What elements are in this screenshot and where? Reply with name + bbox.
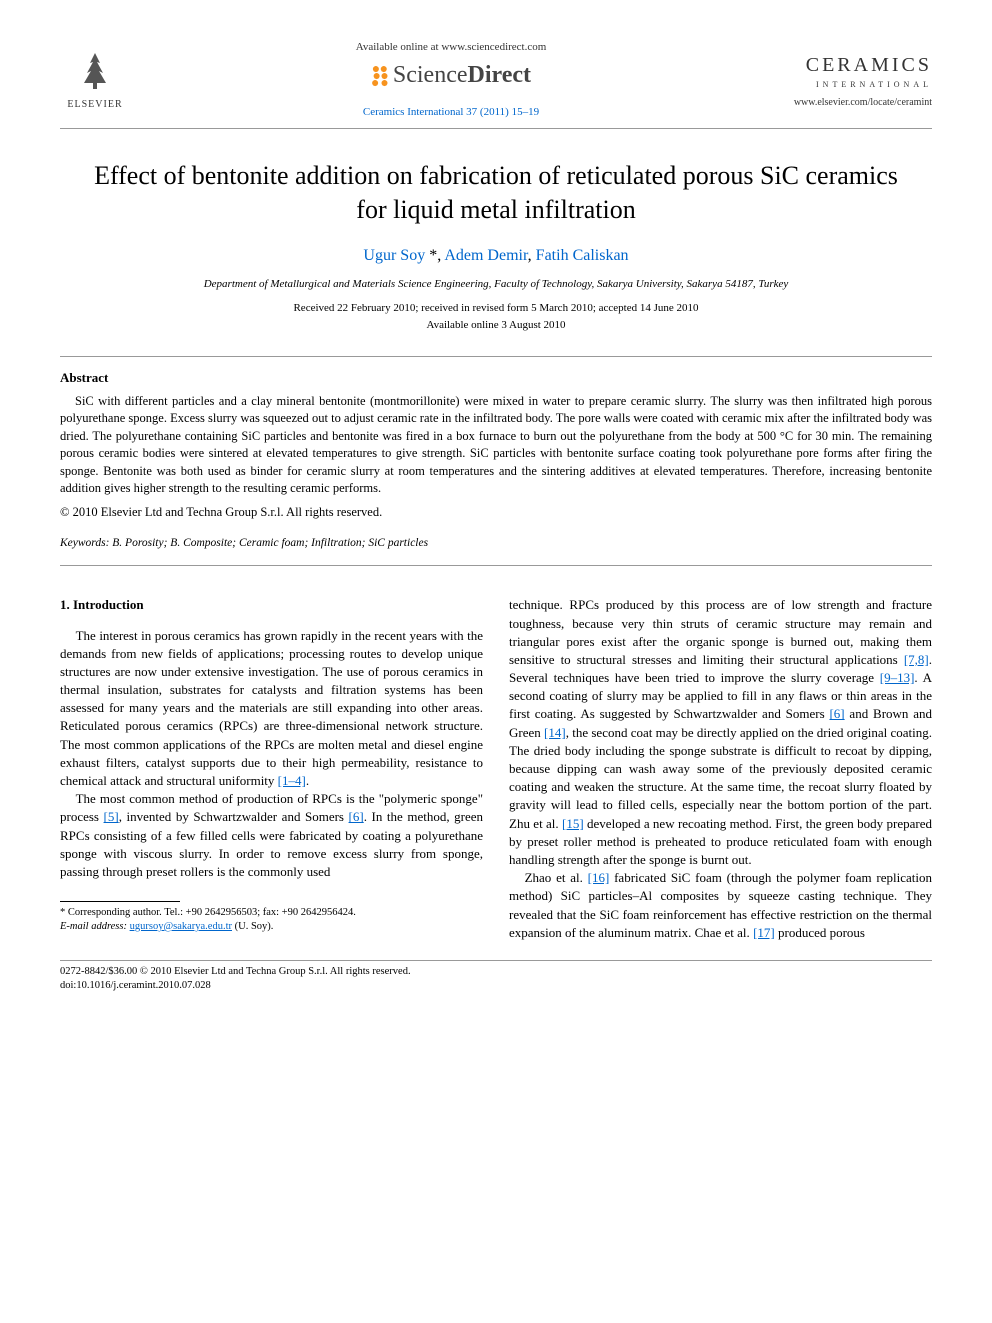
citation-link[interactable]: [15] [562, 816, 584, 831]
section-title: Introduction [73, 597, 144, 612]
intro-para-2-cont: technique. RPCs produced by this process… [509, 596, 932, 869]
email-who: (U. Soy). [235, 921, 274, 932]
locate-url: www.elsevier.com/locate/ceramint [772, 96, 932, 110]
corresponding-footnote: * Corresponding author. Tel.: +90 264295… [60, 906, 483, 933]
citation-link[interactable]: [16] [588, 870, 610, 885]
author-link-1[interactable]: Ugur Soy [363, 247, 425, 264]
keywords-rule [60, 565, 932, 566]
citation-link[interactable]: [7,8] [904, 652, 929, 667]
author-link-3[interactable]: Fatih Caliskan [536, 247, 629, 264]
keywords-line: Keywords: B. Porosity; B. Composite; Cer… [60, 535, 932, 551]
journal-citation: Ceramics International 37 (2011) 15–19 [130, 105, 772, 120]
article-title: Effect of bentonite addition on fabricat… [90, 159, 902, 227]
footer-doi: doi:10.1016/j.ceramint.2010.07.028 [60, 979, 932, 993]
section-heading-intro: 1. Introduction [60, 596, 483, 614]
sd-dots-icon: ● ● ● ●● ● [371, 66, 387, 87]
footer-rule [60, 960, 932, 961]
abstract-heading: Abstract [60, 369, 932, 387]
elsevier-tree-icon [60, 49, 130, 98]
column-right: technique. RPCs produced by this process… [509, 596, 932, 942]
citation-link[interactable]: [6] [349, 809, 364, 824]
corresponding-mark: * [429, 247, 437, 264]
para-text: , invented by Schwartzwalder and Somers [119, 809, 349, 824]
affiliation: Department of Metallurgical and Material… [60, 277, 932, 292]
author-link-2[interactable]: Adem Demir [444, 247, 527, 264]
para-text: . [306, 773, 309, 788]
elsevier-logo: ELSEVIER [60, 49, 130, 112]
keywords-text: B. Porosity; B. Composite; Ceramic foam;… [112, 537, 428, 549]
citation-link[interactable]: [17] [753, 925, 775, 940]
footer-copyright: 0272-8842/$36.00 © 2010 Elsevier Ltd and… [60, 965, 932, 979]
sd-text-first: Science [393, 62, 468, 88]
header-rule [60, 128, 932, 129]
article-dates-received: Received 22 February 2010; received in r… [60, 301, 932, 316]
column-left: 1. Introduction The interest in porous c… [60, 596, 483, 942]
authors-line: Ugur Soy *, Adem Demir, Fatih Caliskan [60, 245, 932, 267]
abstract-top-rule [60, 356, 932, 357]
body-columns: 1. Introduction The interest in porous c… [60, 596, 932, 942]
center-header: Available online at www.sciencedirect.co… [130, 40, 772, 120]
abstract-copyright: © 2010 Elsevier Ltd and Techna Group S.r… [60, 504, 932, 522]
citation-link[interactable]: [14] [544, 725, 566, 740]
page-header: ELSEVIER Available online at www.science… [60, 40, 932, 120]
para-text: The interest in porous ceramics has grow… [60, 628, 483, 789]
footnote-corr-line: * Corresponding author. Tel.: +90 264295… [60, 906, 483, 920]
sciencedirect-logo: ● ● ● ●● ● ScienceDirect [371, 59, 531, 93]
para-text: Zhao et al. [525, 870, 588, 885]
intro-para-1: The interest in porous ceramics has grow… [60, 627, 483, 791]
sd-text-second: Direct [468, 62, 532, 88]
para-text: produced porous [775, 925, 865, 940]
citation-link[interactable]: [5] [104, 809, 119, 824]
journal-logo-title: CERAMICS [772, 51, 932, 79]
journal-citation-link[interactable]: Ceramics International 37 (2011) 15–19 [363, 106, 539, 118]
journal-logo: CERAMICS INTERNATIONAL www.elsevier.com/… [772, 51, 932, 110]
keywords-label: Keywords: [60, 537, 109, 549]
footnote-email-line: E-mail address: ugursoy@sakarya.edu.tr (… [60, 920, 483, 934]
elsevier-label: ELSEVIER [60, 98, 130, 112]
para-text: technique. RPCs produced by this process… [509, 597, 932, 667]
citation-link[interactable]: [6] [829, 706, 844, 721]
intro-para-3: Zhao et al. [16] fabricated SiC foam (th… [509, 869, 932, 942]
citation-link[interactable]: [1–4] [278, 773, 306, 788]
journal-logo-subtitle: INTERNATIONAL [772, 79, 932, 90]
citation-link[interactable]: [9–13] [880, 670, 915, 685]
email-label: E-mail address: [60, 921, 127, 932]
email-link[interactable]: ugursoy@sakarya.edu.tr [130, 921, 232, 932]
intro-para-2: The most common method of production of … [60, 790, 483, 881]
article-dates-available: Available online 3 August 2010 [60, 318, 932, 333]
section-number: 1. [60, 597, 70, 612]
available-online-text: Available online at www.sciencedirect.co… [130, 40, 772, 55]
abstract-text: SiC with different particles and a clay … [60, 393, 932, 498]
footnote-rule [60, 901, 180, 902]
